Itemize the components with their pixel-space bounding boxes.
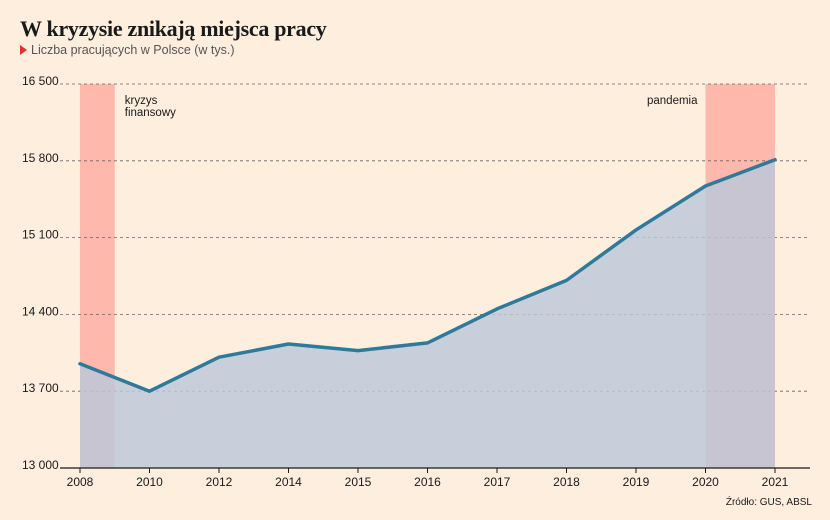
y-tick-label: 13 700	[22, 381, 59, 395]
data-point-2016	[426, 341, 430, 345]
band-label-pandemia: pandemia	[647, 95, 698, 107]
data-point-2015	[356, 349, 360, 353]
data-point-2017	[495, 307, 499, 311]
x-tick-label: 2021	[762, 475, 789, 489]
data-point-2010	[148, 389, 152, 393]
x-tick-label: 2017	[484, 475, 511, 489]
data-point-2014	[287, 342, 291, 346]
chart-title: W kryzysie znikają miejsca pracy	[20, 16, 327, 41]
data-point-2008	[78, 362, 82, 366]
chart-subtitle: Liczba pracujących w Polsce (w tys.)	[20, 43, 235, 57]
series-area	[80, 159, 775, 468]
y-tick-label: 15 100	[22, 228, 59, 242]
y-tick-label: 16 500	[22, 74, 59, 88]
data-point-2020	[704, 184, 708, 188]
y-tick-label: 13 000	[22, 458, 59, 472]
data-point-2018	[565, 278, 569, 282]
series-line	[78, 157, 777, 393]
y-tick-label: 15 800	[22, 151, 59, 165]
source-note: Źródło: GUS, ABSL	[725, 497, 812, 508]
chart-subtitle-text: Liczba pracujących w Polsce (w tys.)	[31, 43, 235, 57]
x-tick-label: 2008	[67, 475, 94, 489]
x-tick-label: 2010	[136, 475, 163, 489]
band-label-kryzys: finansowy	[125, 107, 176, 119]
x-tick-label: 2015	[345, 475, 372, 489]
x-tick-label: 2020	[692, 475, 719, 489]
x-tick-label: 2018	[553, 475, 580, 489]
band-label-kryzys: kryzys	[125, 95, 158, 107]
data-point-2012	[217, 355, 221, 359]
x-tick-label: 2019	[623, 475, 650, 489]
triangle-marker-icon	[20, 45, 27, 55]
y-tick-label: 14 400	[22, 304, 59, 318]
data-point-2019	[634, 228, 638, 232]
data-point-2021	[773, 158, 777, 162]
x-tick-label: 2014	[275, 475, 302, 489]
x-tick-label: 2012	[206, 475, 233, 489]
x-tick-label: 2016	[414, 475, 441, 489]
